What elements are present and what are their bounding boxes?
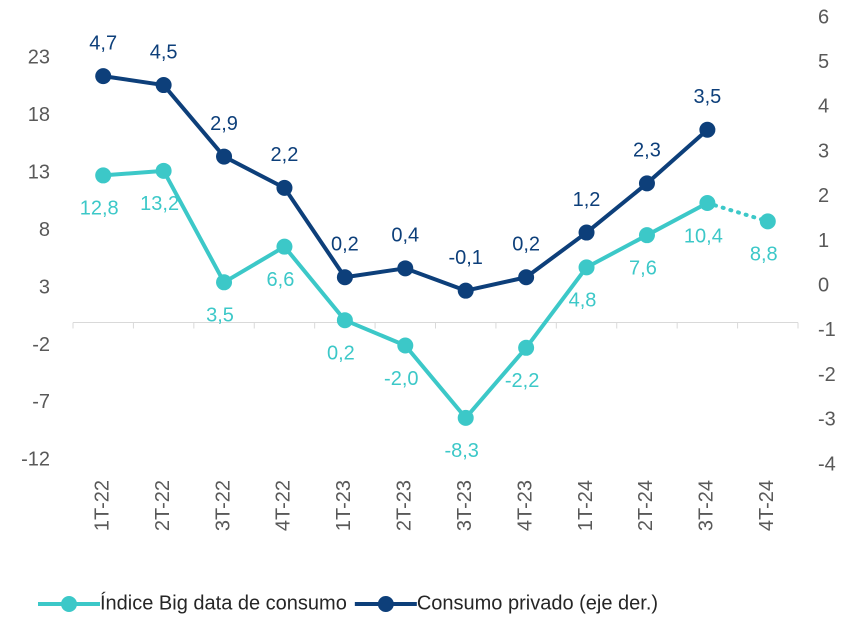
point xyxy=(276,179,293,196)
x-tick-label: 2T-24 xyxy=(635,480,657,531)
point xyxy=(397,260,414,277)
y2-tick-label: -1 xyxy=(818,319,836,341)
value-label: 10,4 xyxy=(684,225,723,247)
value-label: -0,1 xyxy=(448,247,482,269)
x-tick-label: 2T-23 xyxy=(394,480,416,531)
point xyxy=(457,282,474,299)
value-label: 6,6 xyxy=(267,269,295,291)
point xyxy=(759,213,776,230)
value-label: 4,5 xyxy=(150,41,178,63)
value-label: 1,2 xyxy=(573,189,601,211)
value-label: 4,7 xyxy=(89,32,117,54)
y-tick-label: 3 xyxy=(39,276,50,298)
y-tick-label: 18 xyxy=(28,104,50,126)
value-label: 2,9 xyxy=(210,113,238,135)
point xyxy=(518,339,535,356)
point xyxy=(155,162,172,179)
legend-marker xyxy=(377,596,394,612)
y2-tick-label: 6 xyxy=(818,6,829,28)
value-label: -2,2 xyxy=(505,370,539,392)
x-tick-label: 2T-22 xyxy=(152,480,174,531)
y2-tick-label: -2 xyxy=(818,364,836,386)
y-tick-label: 8 xyxy=(39,219,50,241)
legend-label: Índice Big data de consumo xyxy=(100,591,347,614)
value-label: -2,0 xyxy=(384,368,418,390)
point xyxy=(336,312,353,329)
y2-tick-label: 3 xyxy=(818,140,829,162)
point xyxy=(699,195,716,212)
x-tick-label: 3T-23 xyxy=(454,480,476,531)
x-tick-label: 4T-24 xyxy=(756,480,778,531)
legend-marker xyxy=(61,596,77,612)
y-tick-label: -2 xyxy=(32,334,50,356)
point xyxy=(457,409,474,426)
value-label: 0,4 xyxy=(391,225,419,247)
point xyxy=(638,175,655,192)
value-label: 0,2 xyxy=(327,342,355,364)
legend-label: Consumo privado (eje der.) xyxy=(417,592,658,614)
value-label: 7,6 xyxy=(629,257,657,279)
y2-tick-label: -3 xyxy=(818,409,836,431)
value-label: 12,8 xyxy=(80,198,119,220)
point xyxy=(336,269,353,286)
point xyxy=(397,337,414,354)
value-label: 0,2 xyxy=(331,234,359,256)
value-label: 2,2 xyxy=(271,144,299,166)
series-line xyxy=(102,74,709,293)
y2-tick-label: -4 xyxy=(818,453,836,475)
x-tick-label: 1T-23 xyxy=(333,480,355,531)
series-line-dotted xyxy=(705,201,770,224)
point xyxy=(638,227,655,244)
x-tick-label: 4T-23 xyxy=(514,480,536,531)
value-label: 2,3 xyxy=(633,140,661,162)
point xyxy=(578,224,595,241)
point xyxy=(216,274,233,291)
value-label: 0,2 xyxy=(512,234,540,256)
x-tick-label: 3T-24 xyxy=(696,480,718,531)
x-tick-label: 1T-24 xyxy=(575,480,597,531)
y2-tick-label: 5 xyxy=(818,51,829,73)
value-label: 4,8 xyxy=(569,290,597,312)
value-label: 3,5 xyxy=(206,305,234,327)
y-tick-label: 23 xyxy=(28,46,50,68)
y2-tick-label: 0 xyxy=(818,274,829,296)
y2-tick-label: 4 xyxy=(818,96,829,118)
x-tick-label: 3T-22 xyxy=(212,480,234,531)
value-label: 8,8 xyxy=(750,244,778,266)
point xyxy=(276,238,293,255)
value-label: -8,3 xyxy=(444,440,478,462)
value-label: 13,2 xyxy=(140,193,179,215)
point xyxy=(216,148,233,165)
y-tick-label: -7 xyxy=(32,391,50,413)
x-tick-label: 1T-22 xyxy=(91,480,113,531)
y-tick-label: 13 xyxy=(28,161,50,183)
point xyxy=(95,167,112,184)
value-label: 3,5 xyxy=(693,86,721,108)
point xyxy=(155,77,172,94)
point xyxy=(95,68,112,85)
y-tick-label: -12 xyxy=(21,449,50,471)
y2-tick-label: 2 xyxy=(818,185,829,207)
x-tick-label: 4T-22 xyxy=(273,480,295,531)
y2-tick-label: 1 xyxy=(818,230,829,252)
point xyxy=(699,121,716,138)
point xyxy=(518,269,535,286)
point xyxy=(578,259,595,276)
